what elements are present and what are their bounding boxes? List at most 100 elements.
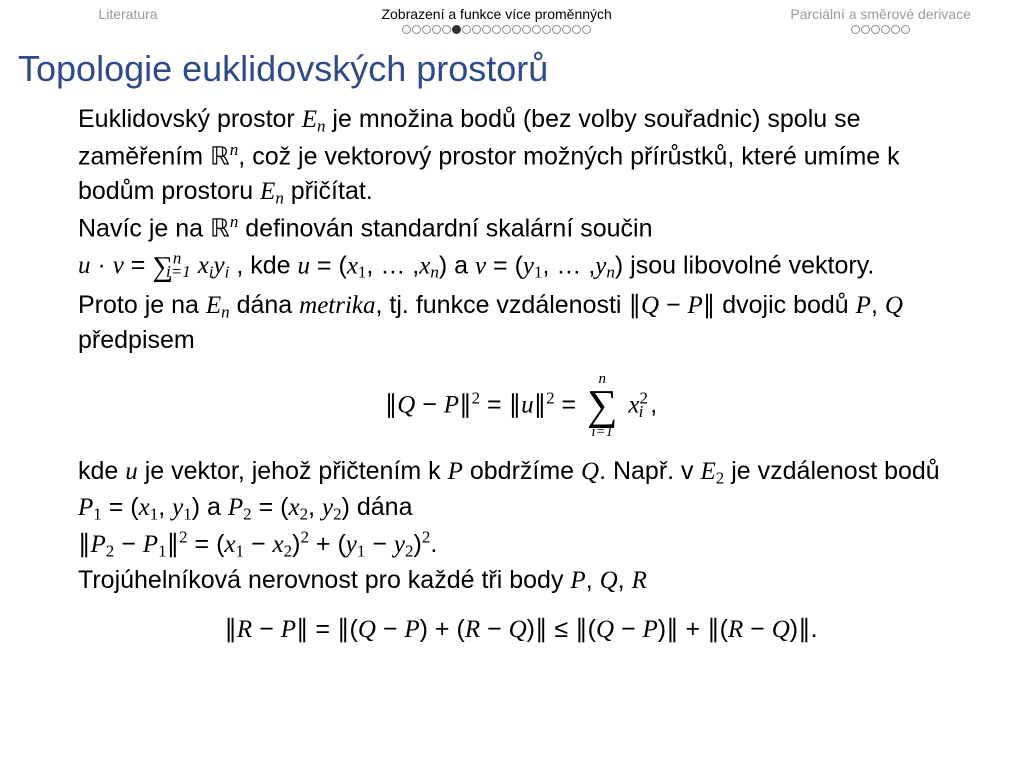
m-norm: ∥ [575,615,588,643]
t: je vektor, jehož přičtením k [138,457,448,485]
m-P1: P1 = (x1, y1) [78,493,200,521]
nav-dot[interactable] [871,25,880,34]
m-eq: = [252,493,281,521]
nav-dot[interactable] [422,25,431,34]
nav-section-literatura[interactable]: Literatura [0,6,256,34]
m-norm: ∥ [703,291,716,319]
m-minus: − [614,615,643,643]
m-y: y [346,531,357,558]
nav-dot[interactable] [562,25,571,34]
nav-dot[interactable] [432,25,441,34]
nav-section-zobrazeni[interactable]: Zobrazení a funkce více proměnných [256,6,737,34]
t: Proto je na [78,291,206,319]
nav-dot[interactable] [402,25,411,34]
t: kde [78,457,125,485]
m-eq: = [480,391,509,419]
m-plus: + [428,615,457,643]
slide: Literatura Zobrazení a funkce více promě… [0,0,1024,768]
sigma-icon: ∑ [587,387,617,425]
m-eq: = [310,251,339,279]
m-comma: , [586,566,600,594]
t: je vzdálenost bodů [724,457,939,485]
nav-dot[interactable] [552,25,561,34]
m-plus: + [309,530,338,558]
m-x: x [273,531,284,558]
m-y: y [394,531,405,558]
t: , kde [236,251,297,279]
nav-dot[interactable] [582,25,591,34]
nav-dots-right [737,25,1024,34]
nav-dot[interactable] [891,25,900,34]
m-rp: ) [413,530,421,558]
m-i: i [225,262,230,281]
m-P2: P2 = (x2, y2) [228,493,350,521]
m-P: P [444,392,459,419]
nav-dot[interactable] [522,25,531,34]
nav-dot[interactable] [532,25,541,34]
nav-section-parcialni[interactable]: Parciální a směrové derivace [737,6,1024,34]
nav-dot[interactable] [442,25,451,34]
m-P: P [143,531,158,558]
m-norm: ∥ [78,530,91,558]
m-n: n [430,262,439,281]
m-comma: , [618,566,632,594]
m-minus: − [365,530,394,558]
nav-dot[interactable] [542,25,551,34]
m-minus: − [252,615,281,643]
m-eq: = [124,251,153,279]
m-lp: ( [349,615,357,643]
m-Q: Q [641,292,659,319]
m-2: 2 [284,541,293,560]
nav-dot[interactable] [851,25,860,34]
m-2: 2 [333,504,342,523]
t: a [200,493,228,521]
nav-dot[interactable] [861,25,870,34]
nav-dot[interactable] [572,25,581,34]
m-lp: ( [130,493,138,521]
m-lp: ( [456,615,464,643]
nav-dot[interactable] [472,25,481,34]
m-y: y [595,252,606,279]
nav-dot[interactable] [462,25,471,34]
m-u: u [297,252,310,279]
m-norm: ∥ [535,615,548,643]
m-E: E [701,458,716,485]
t: a [447,251,475,279]
m-norm: ∥ [798,615,811,643]
navbar: Literatura Zobrazení a funkce více promě… [0,0,1024,34]
m-n: n [606,262,615,281]
m-P: P [228,494,243,521]
nav-dot[interactable] [482,25,491,34]
m-2: 2 [472,388,481,407]
nav-dot[interactable] [901,25,910,34]
nav-dot[interactable] [512,25,521,34]
m-2: 2 [243,504,252,523]
nav-dot[interactable] [881,25,890,34]
m-dots: , … , [543,251,596,279]
m-minus: − [415,391,444,419]
m-norm: ∥ [167,530,180,558]
nav-dot[interactable] [412,25,421,34]
m-comma: , [158,493,172,521]
m-y: y [214,252,225,279]
t: dvojic bodů [715,291,855,319]
sigma-display: n ∑ i=1 [587,372,617,440]
nav-title-left: Literatura [0,6,256,23]
m-comma: , [650,391,657,419]
m-Q: Q [885,292,903,319]
m-Q: Q [596,616,614,643]
nav-title-right: Parciální a směrové derivace [737,6,1024,23]
m-y: y [172,494,183,521]
nav-dot[interactable] [452,25,461,34]
m-leq: ≤ [547,615,575,643]
m-u: u [125,458,138,485]
m-P: P [856,292,871,319]
m-norm: ∥ [224,615,237,643]
m-comma: , [871,291,885,319]
nav-dot[interactable] [502,25,511,34]
t: Trojúhelníková nerovnost pro každé tři b… [78,566,570,594]
m-E: E [260,178,275,205]
nav-dot[interactable] [492,25,501,34]
m-P: P [78,494,93,521]
m-norm: ∥ [459,391,472,419]
